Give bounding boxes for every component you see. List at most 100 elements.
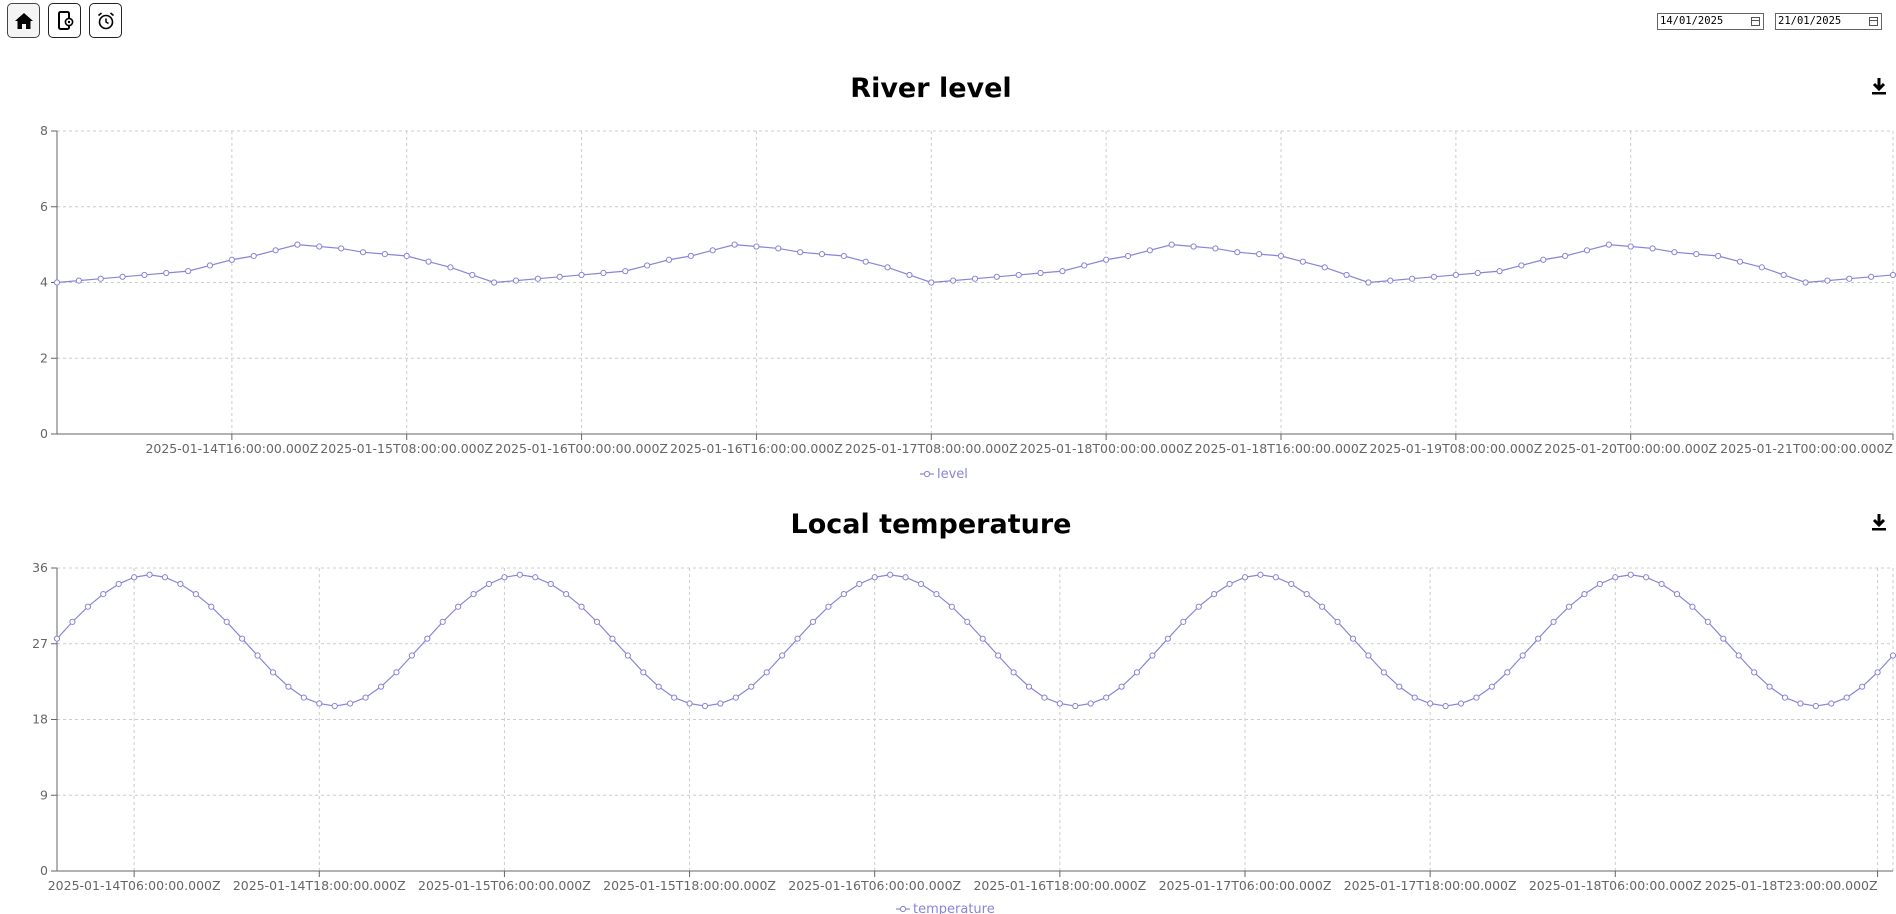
calendar-icon[interactable] — [1869, 17, 1878, 26]
y-tick-label: 8 — [40, 123, 48, 138]
data-point — [933, 590, 940, 598]
data-point — [655, 683, 662, 690]
end-date-input[interactable]: 21/01/2025 — [1775, 13, 1882, 30]
data-point — [1288, 580, 1295, 588]
x-tick-label: 2025-01-18T16:00:00.000Z — [1195, 441, 1368, 456]
x-tick-label: 2025-01-14T16:00:00.000Z — [145, 441, 318, 456]
data-point — [534, 275, 541, 282]
data-point — [250, 252, 257, 260]
data-point — [185, 268, 192, 275]
data-point — [593, 618, 601, 625]
data-point — [624, 652, 631, 659]
data-point — [1257, 571, 1264, 578]
data-point — [1504, 669, 1511, 676]
data-point — [902, 574, 909, 581]
download-icon[interactable] — [1870, 77, 1888, 97]
data-point — [1409, 275, 1416, 282]
data-point — [381, 250, 388, 258]
data-point — [146, 571, 153, 578]
toolbar — [7, 3, 122, 38]
data-point — [1365, 652, 1372, 659]
y-tick-label: 2 — [40, 350, 48, 365]
data-point — [1828, 700, 1835, 707]
data-point — [501, 574, 508, 581]
legend-label: temperature — [913, 902, 995, 914]
data-point — [1673, 590, 1681, 598]
x-tick-label: 2025-01-18T00:00:00.000Z — [1020, 441, 1193, 456]
data-point — [622, 268, 629, 275]
data-point — [1277, 252, 1285, 260]
calendar-icon[interactable] — [1751, 17, 1760, 26]
data-point — [1643, 574, 1650, 581]
data-point — [100, 590, 107, 598]
data-point — [1658, 580, 1665, 588]
data-point — [1041, 694, 1048, 701]
data-point — [818, 250, 826, 258]
data-point — [797, 249, 804, 256]
data-point — [1343, 271, 1350, 279]
data-point — [424, 635, 431, 642]
data-point — [1797, 700, 1804, 707]
data-point — [753, 243, 760, 250]
data-point — [775, 245, 782, 252]
y-tick-label: 18 — [32, 712, 48, 727]
data-point — [1303, 590, 1310, 598]
data-point — [884, 264, 891, 271]
x-tick-label: 2025-01-14T06:00:00.000Z — [48, 878, 221, 893]
data-point — [331, 702, 338, 710]
data-point — [1168, 241, 1175, 248]
data-point — [856, 580, 863, 588]
data-point — [1241, 574, 1249, 581]
data-point — [316, 700, 323, 707]
data-point — [69, 618, 76, 625]
data-point — [948, 603, 955, 610]
alarm-button[interactable] — [89, 3, 122, 38]
data-point — [887, 571, 894, 578]
x-tick-label: 2025-01-14T18:00:00.000Z — [233, 878, 406, 893]
download-icon[interactable] — [1870, 513, 1888, 533]
data-point — [1535, 635, 1542, 642]
data-point — [208, 603, 215, 610]
data-point — [1889, 652, 1896, 659]
data-point — [686, 700, 693, 707]
data-point — [732, 694, 739, 701]
series-line-temperature — [56, 574, 1894, 707]
data-point — [1442, 702, 1449, 710]
data-point — [993, 273, 1000, 280]
legend-marker — [923, 470, 931, 478]
data-point — [1735, 652, 1742, 659]
data-point — [1272, 574, 1279, 581]
data-point — [485, 580, 493, 588]
data-point — [862, 258, 869, 265]
data-point — [1212, 245, 1219, 252]
data-point — [556, 273, 563, 280]
device-settings-button[interactable] — [48, 3, 81, 38]
data-point — [254, 652, 261, 659]
data-point — [177, 580, 184, 588]
y-tick-label: 36 — [32, 560, 48, 575]
legend-marker — [899, 905, 907, 913]
home-button[interactable] — [7, 3, 40, 38]
data-point — [491, 279, 498, 286]
x-tick-label: 2025-01-20T00:00:00.000Z — [1544, 441, 1717, 456]
data-point — [1874, 669, 1881, 676]
data-point — [1766, 683, 1773, 690]
data-point — [1693, 250, 1700, 258]
start-date-input[interactable]: 14/01/2025 — [1657, 13, 1764, 30]
data-point — [338, 245, 345, 252]
data-point — [285, 683, 292, 690]
legend-label: level — [937, 467, 968, 482]
data-point — [840, 252, 847, 260]
data-point — [1519, 652, 1526, 659]
y-tick-label: 27 — [32, 636, 48, 651]
data-point — [1583, 247, 1591, 254]
data-point — [1015, 271, 1022, 279]
data-point — [1562, 252, 1569, 260]
data-point — [1059, 268, 1066, 275]
data-point — [763, 669, 770, 676]
data-point — [1081, 262, 1088, 269]
data-point — [439, 618, 446, 625]
data-point — [1802, 279, 1809, 286]
data-point — [609, 635, 616, 642]
data-point — [1103, 694, 1110, 701]
